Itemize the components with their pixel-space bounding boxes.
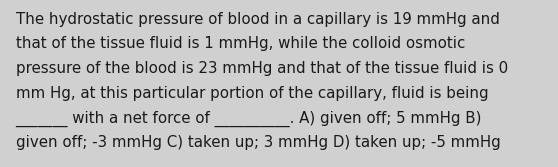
Text: that of the tissue fluid is 1 mmHg, while the colloid osmotic: that of the tissue fluid is 1 mmHg, whil… <box>16 36 465 51</box>
Text: The hydrostatic pressure of blood in a capillary is 19 mmHg and: The hydrostatic pressure of blood in a c… <box>16 12 499 27</box>
Text: pressure of the blood is 23 mmHg and that of the tissue fluid is 0: pressure of the blood is 23 mmHg and tha… <box>16 61 508 76</box>
Text: mm Hg, at this particular portion of the capillary, fluid is being: mm Hg, at this particular portion of the… <box>16 86 488 101</box>
Text: _______ with a net force of __________. A) given off; 5 mmHg B): _______ with a net force of __________. … <box>16 111 482 127</box>
Text: given off; -3 mmHg C) taken up; 3 mmHg D) taken up; -5 mmHg: given off; -3 mmHg C) taken up; 3 mmHg D… <box>16 135 501 150</box>
